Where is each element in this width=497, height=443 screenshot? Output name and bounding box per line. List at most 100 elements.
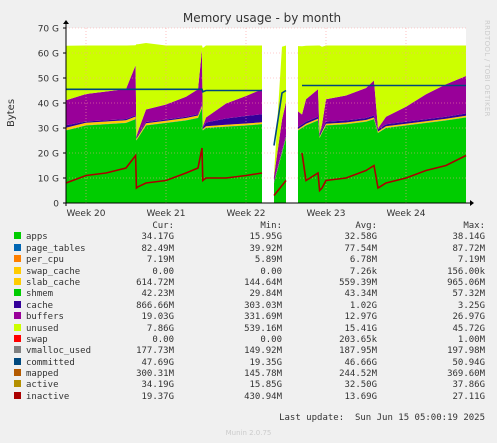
legend-avg: 43.34M (344, 289, 377, 300)
legend-swatch (14, 346, 21, 354)
legend-swatch (14, 380, 21, 388)
legend-swatch (14, 357, 21, 365)
legend-avg: 46.66G (344, 357, 377, 368)
legend-header-avg: Avg: (355, 221, 377, 231)
y-tick-label: 60 G (38, 50, 59, 60)
legend-cur: 866.66M (136, 300, 174, 311)
legend-max: 50.94G (452, 357, 485, 368)
legend-row-slab_cache: slab_cache 614.72M 144.64M 559.39M 965.06M (0, 277, 497, 289)
legend-avg: 244.52M (339, 369, 377, 380)
x-axis-arrow (470, 200, 474, 206)
legend-row-apps: apps 34.17G 15.95G 32.58G 38.14G (0, 232, 497, 243)
legend-cur: 47.69G (141, 357, 174, 368)
legend-max: 27.11G (452, 391, 485, 402)
legend-name: shmem (26, 289, 54, 300)
legend-avg: 6.78M (349, 255, 377, 266)
legend-avg: 559.39M (339, 277, 377, 288)
legend-name: slab_cache (26, 277, 81, 288)
legend-row-mapped: mapped 300.31M 145.78M 244.52M 369.60M (0, 369, 497, 380)
x-tick-label: Week 24 (387, 209, 426, 219)
legend-min: 19.35G (249, 357, 282, 368)
legend-name: swap_cache (26, 266, 81, 277)
legend-row-active: active 34.19G 15.85G 32.50G 37.86G (0, 380, 497, 391)
legend-avg: 32.50G (344, 380, 377, 391)
legend-row-page_tables: page_tables 82.49M 39.92M 77.54M 87.72M (0, 243, 497, 255)
legend-min: 331.69M (244, 312, 282, 323)
legend-min: 303.03M (244, 300, 282, 311)
legend-min: 0.00 (260, 266, 282, 277)
legend-min: 0.00 (260, 334, 282, 345)
legend-table: Cur: Min: Avg: Max: apps 34.17G 15.95G 32.5… (0, 221, 497, 403)
grid-lines (66, 27, 466, 203)
munin-version: Munin 2.0.75 (225, 429, 272, 437)
legend-swatch (14, 266, 21, 274)
legend-max: 3.25G (457, 300, 485, 311)
legend-avg: 15.41G (344, 323, 377, 334)
legend-max: 37.86G (452, 380, 485, 391)
legend-cur: 19.37G (141, 391, 174, 402)
legend-min: 430.94M (244, 391, 282, 402)
legend-row-cache: cache 866.66M 303.03M 1.02G 3.25G (0, 300, 497, 312)
legend-row-buffers: buffers 19.03G 331.69M 12.97G 26.97G (0, 312, 497, 323)
legend-row-swap_cache: swap_cache 0.00 0.00 7.26k 156.00k (0, 266, 497, 278)
y-axis-ticks: 0 10 G 20 G 30 G 40 G 50 G 60 G 70 G (38, 25, 66, 210)
legend-max: 26.97G (452, 312, 485, 323)
data-gaps (262, 28, 298, 203)
legend-name: page_tables (26, 243, 86, 254)
legend-name: per_cpu (26, 255, 64, 266)
y-tick-label: 30 G (38, 125, 59, 135)
x-tick-label: Week 23 (307, 209, 346, 219)
legend-min: 15.95G (249, 232, 282, 243)
legend-swatch (14, 277, 21, 285)
legend-header: Cur: Min: Avg: Max: (0, 221, 497, 232)
legend-swatch (14, 334, 21, 342)
y-tick-label: 50 G (38, 75, 59, 85)
legend-avg: 77.54M (344, 243, 377, 254)
legend-max: 369.60M (447, 369, 485, 380)
legend-cur: 82.49M (141, 243, 174, 254)
legend-cur: 300.31M (136, 369, 174, 380)
legend-cur: 177.73M (136, 346, 174, 357)
legend-name: mapped (26, 369, 59, 380)
legend-swatch (14, 369, 21, 377)
legend-min: 539.16M (244, 323, 282, 334)
legend-swatch (14, 255, 21, 263)
y-tick-label: 40 G (38, 100, 59, 110)
legend-name: unused (26, 323, 59, 334)
legend-row-unused: unused 7.86G 539.16M 15.41G 45.72G (0, 323, 497, 335)
x-tick-label: Week 20 (67, 209, 106, 219)
line-committed (273, 89, 287, 146)
legend-row-inactive: inactive 19.37G 430.94M 13.69G 27.11G (0, 391, 497, 403)
legend-rows: apps 34.17G 15.95G 32.58G 38.14G page_tables 8… (0, 232, 497, 403)
legend-header-min: Min: (260, 221, 282, 231)
legend-name: vmalloc_used (26, 346, 92, 357)
line-series (65, 84, 467, 196)
legend-avg: 32.58G (344, 232, 377, 243)
legend-name: committed (26, 357, 75, 368)
legend-swatch (14, 300, 21, 308)
legend-min: 149.92M (244, 346, 282, 357)
legend-swatch (14, 391, 21, 399)
x-tick-label: Week 22 (227, 209, 266, 219)
legend-max: 156.00k (447, 266, 485, 277)
rrdtool-credit: RRDTOOL / TOBI OETIKER (483, 20, 491, 117)
legend-header-cur: Cur: (152, 221, 174, 231)
area-buffers (66, 49, 466, 182)
legend-min: 145.78M (244, 369, 282, 380)
y-axis-label: Bytes (6, 99, 17, 127)
x-axis-ticks: Week 20 Week 21 Week 22 Week 23 Week 24 (67, 209, 426, 219)
legend-name: apps (26, 232, 48, 243)
legend-row-shmem: shmem 42.23M 29.84M 43.34M 57.32M (0, 289, 497, 300)
legend-max: 7.19M (457, 255, 485, 266)
line-inactive (65, 147, 263, 190)
legend-cur: 0.00 (152, 266, 174, 277)
data-gap-0 (262, 28, 274, 203)
legend-avg: 7.26k (349, 266, 377, 277)
legend-swatch (14, 243, 21, 251)
legend-avg: 203.65k (339, 334, 377, 345)
legend-swatch (14, 232, 21, 240)
legend-min: 144.64M (244, 277, 282, 288)
legend-name: cache (26, 300, 54, 311)
legend-row-swap: swap 0.00 0.00 203.65k 1.00M (0, 334, 497, 346)
legend-min: 15.85G (249, 380, 282, 391)
